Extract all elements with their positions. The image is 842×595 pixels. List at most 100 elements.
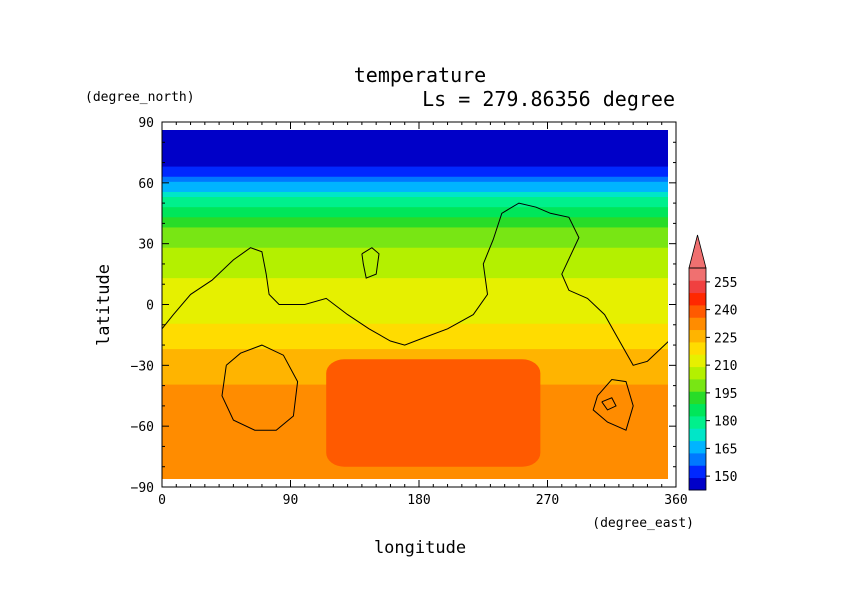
temperature-band: [162, 161, 668, 168]
x-axis-ticks: 0 90 180 270 360: [158, 122, 688, 508]
temperature-band: [162, 176, 668, 183]
temperature-band: [162, 298, 668, 305]
temperature-band: [162, 136, 668, 142]
temperature-band: [162, 328, 668, 335]
y-tick-label: −30: [131, 359, 154, 374]
topography-contour-line: [162, 202, 668, 366]
colorbar-segment: [689, 379, 706, 392]
temperature-band: [162, 288, 668, 294]
temperature-band: [162, 131, 668, 137]
y-axis-ticks: 90 60 30 0 −30 −60 −90: [131, 116, 676, 496]
colorbar-label: 165: [714, 442, 737, 457]
x-unit-label: (degree_east): [592, 516, 694, 531]
colorbar-segment: [689, 391, 706, 405]
temperature-band: [162, 130, 668, 132]
colorbar-segment: [689, 329, 706, 343]
warm-region-patch: [326, 359, 541, 467]
topography-contours: [162, 202, 668, 431]
colorbar-segment: [689, 268, 706, 281]
temperature-band: [162, 156, 668, 163]
temperature-band: [162, 338, 668, 345]
temperature-band: [162, 470, 668, 477]
colorbar-label: 255: [714, 276, 737, 291]
temperature-band: [162, 262, 668, 269]
y-tick-label: −60: [131, 420, 154, 435]
temperature-band: [162, 186, 668, 193]
colorbar-segment: [689, 354, 706, 368]
temperature-band: [162, 323, 668, 330]
temperature-band: [162, 475, 668, 479]
colorbar: 150 165 180 195 210 225 240 255: [688, 234, 737, 491]
temperature-band: [162, 268, 668, 274]
x-axis-label: longitude: [374, 538, 466, 558]
y-tick-label: 30: [138, 238, 154, 253]
temperature-band: [162, 257, 668, 264]
temperature-band: [162, 171, 668, 178]
colorbar-label: 180: [714, 415, 737, 430]
colorbar-segment: [689, 342, 706, 355]
topography-contour-line: [601, 397, 617, 411]
colorbar-frame: [688, 267, 707, 491]
temperature-band: [162, 141, 668, 147]
temperature-band: [162, 278, 668, 284]
temperature-band: [162, 252, 668, 259]
temperature-band: [162, 237, 668, 244]
temperature-band: [162, 212, 668, 218]
temperature-band: [162, 283, 668, 289]
y-tick-label: 90: [138, 116, 154, 131]
temperature-band: [162, 333, 668, 340]
temperature-band: [162, 146, 668, 153]
colorbar-segment: [689, 440, 706, 454]
temperature-band: [162, 293, 668, 300]
x-tick-label: 0: [158, 493, 166, 508]
colorbar-segment: [689, 317, 706, 331]
colorbar-segment: [689, 280, 706, 294]
temperature-band: [162, 313, 668, 320]
temperature-band: [162, 166, 668, 173]
colorbar-segment: [689, 366, 706, 380]
temperature-band: [162, 242, 668, 249]
colorbar-label: 195: [714, 387, 737, 402]
colorbar-label: 240: [714, 304, 737, 319]
topography-contour-line: [361, 247, 380, 279]
topography-contour-line: [592, 378, 634, 431]
temperature-band: [162, 354, 668, 360]
colorbar-segment: [689, 292, 706, 306]
temperature-band: [162, 181, 668, 188]
colorbar-segment: [689, 403, 706, 417]
temperature-band: [162, 207, 668, 213]
x-tick-label: 360: [664, 493, 687, 508]
temperature-band: [162, 191, 668, 198]
temperature-band: [162, 344, 668, 350]
colorbar-segment: [689, 305, 706, 318]
x-tick-label: 90: [283, 493, 299, 508]
y-unit-label: (degree_north): [85, 90, 195, 105]
colorbar-segment: [689, 453, 706, 466]
temperature-band: [162, 247, 668, 254]
y-axis-label: latitude: [94, 264, 114, 346]
temperature-band: [162, 222, 668, 229]
temperature-band: [162, 151, 668, 158]
colorbar-label: 210: [714, 359, 737, 374]
temperature-band: [162, 197, 668, 203]
y-tick-label: −90: [131, 481, 154, 496]
colorbar-segment: [689, 416, 706, 429]
temperature-band: [162, 308, 668, 315]
temperature-band: [162, 227, 668, 234]
colorbar-segment: [689, 465, 706, 479]
x-tick-label: 180: [407, 493, 430, 508]
temperature-band: [162, 217, 668, 223]
temperature-band: [162, 232, 668, 239]
topography-contour-line: [221, 344, 299, 431]
temperature-band: [162, 465, 668, 472]
chart-title: temperature: [354, 63, 486, 87]
temperature-band: [162, 349, 668, 355]
colorbar-segment: [689, 428, 706, 442]
warm-region: [326, 359, 541, 467]
colorbar-overflow-triangle: [688, 234, 707, 269]
temperature-band: [162, 273, 668, 279]
colorbar-segment: [689, 477, 706, 491]
chart-subtitle: Ls = 279.86356 degree: [422, 87, 675, 111]
temperature-band: [162, 318, 668, 325]
